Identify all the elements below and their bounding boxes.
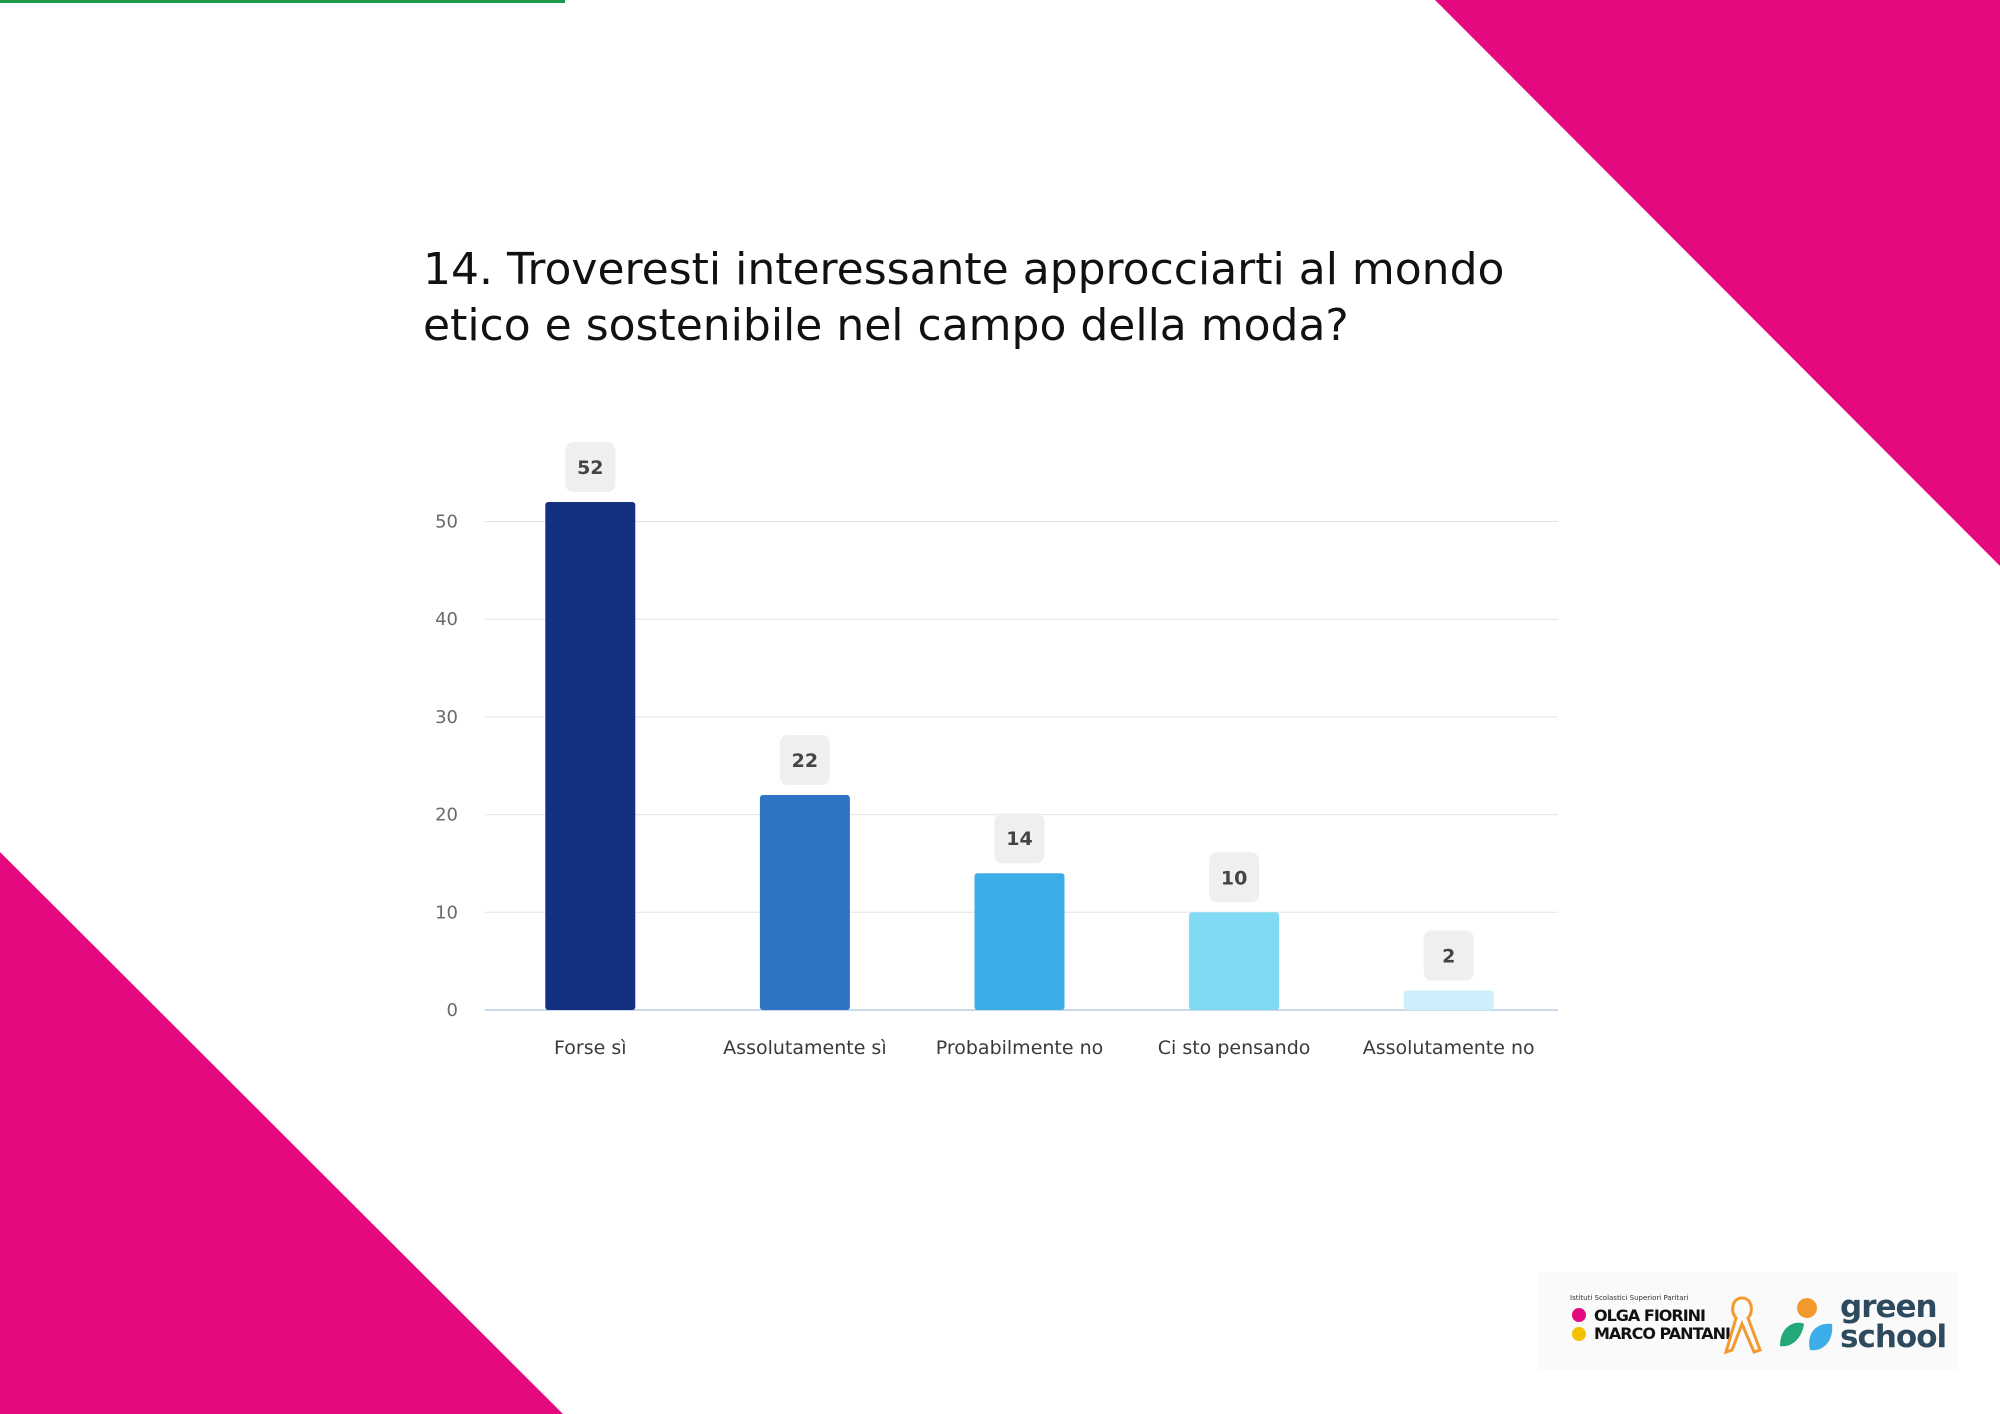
leaf-icon (1780, 1298, 1833, 1351)
pink-flower-icon (1572, 1308, 1586, 1322)
pink-triangle-bottom-left (0, 852, 563, 1414)
fiorini-logo-line1: OLGA FIORINI (1594, 1306, 1706, 1325)
green-school-line1: green (1840, 1289, 1938, 1325)
y-tick-label: 40 (435, 609, 458, 630)
bar-chart: 0 10 20 30 40 50 52 Forse sì 22 Assolutamente sì 1… (435, 441, 1558, 1059)
y-tick-label: 30 (435, 707, 458, 728)
y-tick-label: 20 (435, 805, 458, 826)
y-tick-label: 50 (435, 512, 458, 533)
green-school-logo: green school (1776, 1289, 1947, 1356)
top-accent-line (0, 0, 565, 3)
data-label-badge (565, 441, 616, 492)
x-tick-label: Probabilmente no (936, 1037, 1104, 1059)
fiorini-pantani-logo: Istituti Scolastici Superiori Paritari O… (1570, 1294, 1762, 1358)
x-tick-label: Ci sto pensando (1158, 1037, 1311, 1059)
x-tick-label: Assolutamente sì (723, 1037, 886, 1059)
bar (545, 501, 636, 1010)
data-label-badge (779, 735, 830, 786)
bar (974, 873, 1065, 1010)
ribbon-icon (1723, 1296, 1762, 1355)
data-label: 10 (1221, 867, 1247, 889)
data-label-badge (1423, 930, 1474, 981)
question-title: 14. Troveresti interessante approcciarti… (423, 244, 1505, 351)
y-tick-label: 0 (447, 1000, 458, 1021)
yellow-badge-icon (1572, 1327, 1586, 1341)
x-tick-label: Forse sì (554, 1037, 627, 1059)
fiorini-logo-small-text: Istituti Scolastici Superiori Paritari (1570, 1294, 1689, 1302)
pink-triangle-top-right (1435, 0, 2000, 566)
x-tick-label: Assolutamente no (1363, 1037, 1535, 1059)
green-school-line2: school (1840, 1319, 1947, 1355)
data-label: 52 (577, 457, 603, 479)
data-label: 22 (792, 750, 818, 772)
bar (1189, 912, 1280, 1010)
bar (759, 795, 850, 1010)
data-label: 2 (1442, 945, 1455, 967)
data-label-badge (1209, 852, 1260, 903)
logos-footer: Istituti Scolastici Superiori Paritari O… (1538, 1272, 1958, 1370)
bar (1403, 990, 1494, 1010)
fiorini-logo-line2: MARCO PANTANI (1594, 1324, 1731, 1343)
y-tick-label: 10 (435, 902, 458, 923)
data-label: 14 (1006, 828, 1032, 850)
data-label-badge (994, 813, 1045, 864)
